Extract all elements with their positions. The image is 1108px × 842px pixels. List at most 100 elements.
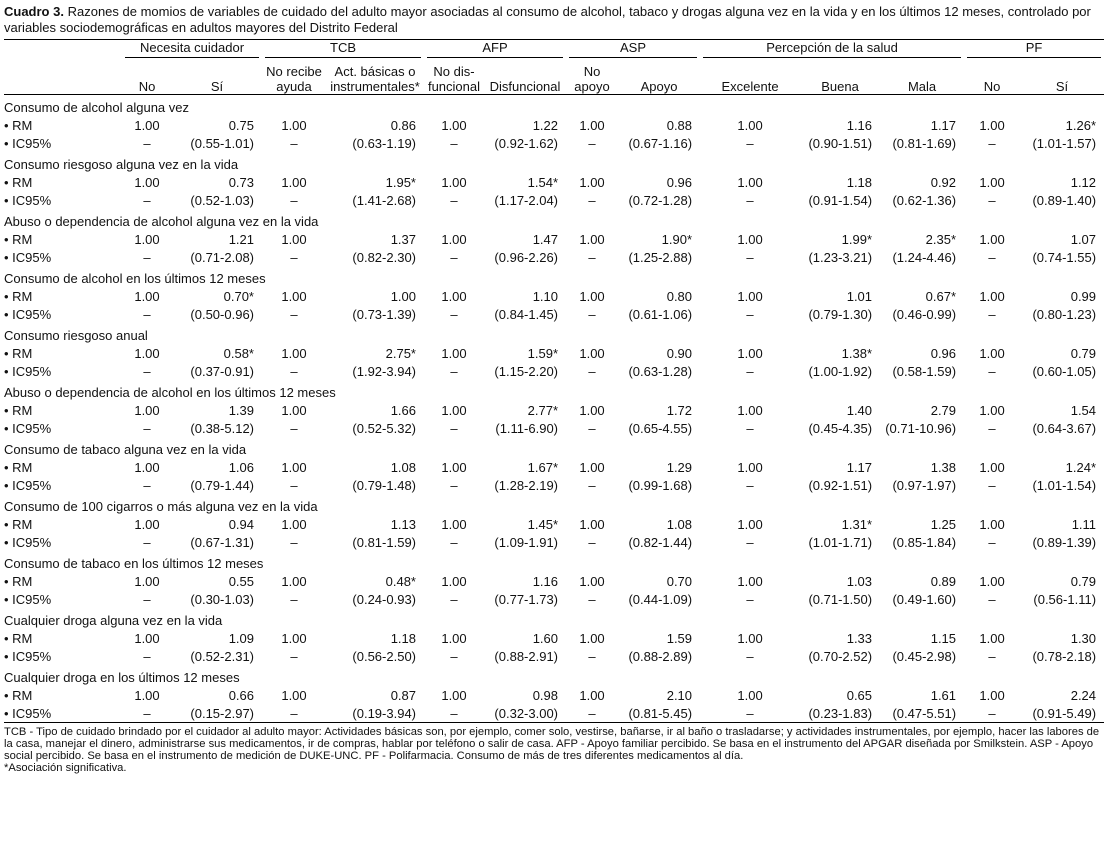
column-header: No	[138, 79, 156, 94]
rm-value: 1.45*	[527, 516, 559, 532]
ic95-value: –	[988, 648, 996, 664]
rm-value: 1.00	[390, 288, 416, 304]
column-header: No apoyo	[574, 64, 610, 94]
rm-value: 1.18	[846, 174, 873, 190]
category-title: Cualquier droga alguna vez en la vida	[4, 613, 223, 628]
rm-label: • RM	[4, 516, 33, 532]
ic95-value: –	[450, 192, 458, 208]
rm-value: 1.18	[390, 630, 416, 646]
ic95-value: –	[746, 648, 754, 664]
rm-value: 1.08	[390, 459, 416, 475]
rm-value: 2.75*	[385, 345, 416, 361]
ic95-value: (1.23-3.21)	[808, 249, 873, 265]
ic95-value: –	[450, 534, 458, 550]
rm-label: • RM	[4, 288, 33, 304]
rm-value: 1.00	[134, 174, 160, 190]
rm-value: 1.09	[228, 630, 254, 646]
rm-value: 2.10	[666, 687, 693, 703]
column-header: Sí	[1055, 79, 1069, 94]
rm-label: • RM	[4, 117, 33, 133]
ic95-value: –	[746, 534, 754, 550]
rm-value: 1.11	[1071, 516, 1097, 532]
column-header: Mala	[907, 79, 937, 94]
ic95-value: –	[290, 420, 298, 436]
ic95-value: –	[450, 420, 458, 436]
column-header: No recibe ayuda	[266, 64, 322, 94]
column-header: Excelente	[721, 79, 779, 94]
rm-value: 1.00	[737, 516, 763, 532]
ic95-value: (0.50-0.96)	[190, 306, 254, 322]
column-header: Sí	[210, 79, 224, 94]
rm-value: 1.00	[979, 117, 1005, 133]
ic95-value: (0.99-1.68)	[628, 477, 693, 493]
ic95-value: –	[450, 135, 458, 151]
ic95-value: (0.71-10.96)	[885, 420, 957, 436]
category-title: Consumo de 100 cigarros o más alguna vez…	[4, 499, 318, 514]
ic95-value: (0.52-1.03)	[190, 192, 254, 208]
caption-label: Cuadro 3.	[4, 4, 64, 19]
column-header: No dis-funcional	[427, 64, 481, 94]
rm-value: 0.86	[390, 117, 416, 133]
rm-row: • RM 1.00 1.09 1.00 1.18 1.00 1.60 1.00 1.59 1.00…	[4, 629, 1104, 647]
ic95-value: (1.25-2.88)	[628, 249, 693, 265]
ic95-value: (0.79-1.30)	[808, 306, 873, 322]
ic95-label: • IC95%	[4, 591, 52, 607]
ic95-value: –	[588, 249, 596, 265]
rm-value: 1.25	[930, 516, 957, 532]
ic95-label: • IC95%	[4, 135, 52, 151]
rm-value: 1.40	[846, 402, 873, 418]
rm-value: 1.13	[390, 516, 416, 532]
rm-value: 1.00	[134, 402, 160, 418]
rm-value: 1.00	[281, 345, 307, 361]
ic95-row: • IC95% – (0.52-1.03) – (1.41-2.68) – (1.17-2.…	[4, 191, 1104, 209]
rm-value: 0.65	[846, 687, 873, 703]
rm-value: 0.80	[666, 288, 693, 304]
category-row: Consumo de alcohol en los últimos 12 mes…	[4, 266, 1104, 287]
rm-value: 1.12	[1070, 174, 1097, 190]
rm-value: 1.00	[441, 231, 467, 247]
ic95-value: (0.32-3.00)	[484, 704, 567, 723]
ic95-value: –	[290, 477, 298, 493]
rm-value: 1.00	[134, 516, 160, 532]
rm-value: 1.29	[666, 459, 693, 475]
rm-value: 1.00	[579, 231, 605, 247]
rm-value: 1.00	[134, 117, 160, 133]
ic95-value: –	[588, 135, 596, 151]
ic95-value: (0.88-2.91)	[494, 648, 559, 664]
rm-value: 0.98	[532, 687, 559, 703]
rm-value: 1.66	[390, 402, 416, 418]
table-caption: Cuadro 3. Razones de momios de variables…	[4, 4, 1104, 36]
ic95-row: • IC95% – (0.37-0.91) – (1.92-3.94) – (1.15-2.…	[4, 362, 1104, 380]
ic95-value: (0.63-1.19)	[352, 135, 416, 151]
rm-value: 1.00	[579, 117, 605, 133]
rm-value: 0.66	[228, 687, 254, 703]
ic95-value: –	[988, 534, 996, 550]
results-table: Necesita cuidador TCB AFP ASP Percepción…	[4, 39, 1105, 723]
rm-value: 1.06	[228, 459, 254, 475]
ic95-value: (0.91-1.54)	[808, 192, 873, 208]
ic95-value: (1.17-2.04)	[494, 192, 559, 208]
rm-value: 1.67*	[527, 459, 559, 475]
ic95-value: (0.72-1.28)	[628, 192, 693, 208]
ic95-label: • IC95%	[4, 249, 52, 265]
rm-value: 1.00	[979, 459, 1005, 475]
ic95-row: • IC95% – (0.79-1.44) – (0.79-1.48) – (1.28-2.…	[4, 476, 1104, 494]
ic95-value: –	[988, 591, 996, 607]
rm-value: 1.17	[930, 117, 957, 133]
rm-value: 0.70	[666, 573, 693, 589]
ic95-value: –	[290, 135, 298, 151]
rm-value: 1.00	[281, 630, 307, 646]
ic95-value: (0.67-1.31)	[190, 534, 254, 550]
ic95-label: • IC95%	[4, 477, 52, 493]
ic95-row: • IC95% – (0.15-2.97) – (0.19-3.94) – (0.32-3.…	[4, 704, 1105, 723]
rm-value: 1.54*	[527, 174, 559, 190]
ic95-value: (0.58-1.59)	[892, 363, 957, 379]
rm-value: 1.00	[281, 516, 307, 532]
rm-value: 1.00	[737, 573, 763, 589]
ic95-row: • IC95% – (0.38-5.12) – (0.52-5.32) – (1.11-6.…	[4, 419, 1104, 437]
ic95-value: (1.09-1.91)	[494, 534, 559, 550]
group-header: AFP	[424, 40, 566, 58]
rm-value: 1.00	[441, 345, 467, 361]
rm-value: 1.00	[134, 288, 160, 304]
group-header: PF	[964, 40, 1104, 58]
